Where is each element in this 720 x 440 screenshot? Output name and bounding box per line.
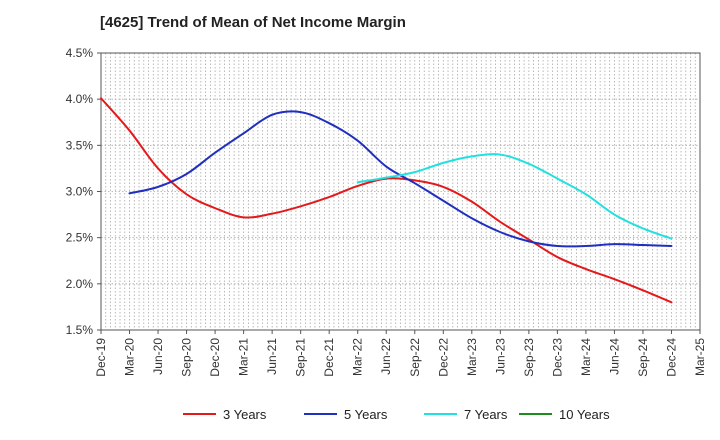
legend-label-1: 3 Years xyxy=(223,407,267,422)
chart-title: [4625] Trend of Mean of Net Income Margi… xyxy=(100,14,406,31)
x-tick-label: Mar-22 xyxy=(351,338,365,376)
legend-label-4: 10 Years xyxy=(559,407,610,422)
x-tick-label: Dec-23 xyxy=(550,338,564,377)
x-tick-label: Mar-20 xyxy=(123,338,137,376)
x-tick-label: Dec-22 xyxy=(436,338,450,377)
x-tick-label: Sep-20 xyxy=(180,338,194,377)
y-tick-label: 3.5% xyxy=(66,138,94,152)
x-tick-label: Sep-24 xyxy=(636,338,650,377)
x-tick-label: Jun-22 xyxy=(379,338,393,375)
x-tick-label: Jun-20 xyxy=(151,338,165,375)
y-tick-label: 2.5% xyxy=(66,231,94,245)
x-tick-label: Mar-23 xyxy=(465,338,479,376)
legend-label-2: 5 Years xyxy=(344,407,388,422)
x-tick-label: Dec-24 xyxy=(664,338,678,377)
y-tick-label: 3.0% xyxy=(66,185,94,199)
x-tick-label: Dec-20 xyxy=(208,338,222,377)
x-tick-label: Sep-22 xyxy=(408,338,422,377)
y-tick-label: 1.5% xyxy=(66,323,94,337)
x-tick-label: Mar-24 xyxy=(579,338,593,376)
x-tick-label: Sep-23 xyxy=(522,338,536,377)
x-tick-label: Mar-21 xyxy=(237,338,251,376)
legend-label-3: 7 Years xyxy=(464,407,508,422)
y-tick-label: 4.5% xyxy=(66,46,94,60)
x-tick-label: Sep-21 xyxy=(294,338,308,377)
x-tick-label: Jun-23 xyxy=(493,338,507,375)
x-tick-label: Jun-24 xyxy=(607,338,621,375)
x-tick-label: Mar-25 xyxy=(693,338,707,376)
series-line-3 xyxy=(356,153,673,240)
x-tick-label: Jun-21 xyxy=(265,338,279,375)
y-tick-label: 2.0% xyxy=(66,277,94,291)
x-tick-label: Dec-21 xyxy=(322,338,336,377)
y-tick-label: 4.0% xyxy=(66,92,94,106)
x-tick-label: Dec-19 xyxy=(94,338,108,377)
